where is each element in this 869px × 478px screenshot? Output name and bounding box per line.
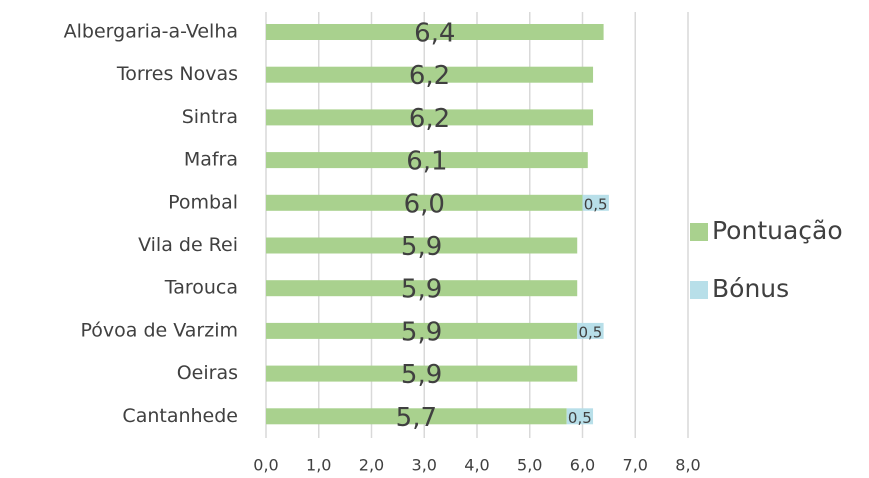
x-tick-label: 2,0 — [359, 456, 384, 475]
data-label: 6,2 — [409, 104, 450, 134]
y-tick-label: Vila de Rei — [138, 234, 238, 256]
y-tick-label: Tarouca — [164, 277, 238, 299]
data-label: 0,5 — [578, 323, 602, 341]
data-label: 5,9 — [401, 275, 442, 305]
data-label: 5,7 — [396, 403, 437, 433]
legend-label: Bónus — [712, 274, 789, 303]
x-tick-label: 4,0 — [464, 456, 489, 475]
bar-segment — [266, 194, 583, 211]
legend-label: Pontuação — [712, 216, 843, 245]
bar-segment — [266, 152, 588, 169]
bar-segment — [582, 194, 609, 211]
bar-segment — [266, 109, 594, 126]
bar-segment — [266, 280, 578, 297]
data-label: 5,9 — [401, 232, 442, 262]
data-label: 5,9 — [401, 317, 442, 347]
bar-segment — [266, 24, 604, 40]
x-tick-label: 1,0 — [306, 456, 331, 475]
data-label: 6,4 — [414, 19, 455, 49]
data-label: 5,9 — [401, 360, 442, 390]
x-tick-label: 5,0 — [517, 456, 542, 475]
bar-segment — [266, 322, 578, 339]
y-tick-label: Pombal — [168, 191, 238, 213]
bar-segment — [566, 408, 594, 425]
bar-segment — [577, 322, 604, 339]
x-tick-label: 8,0 — [675, 456, 700, 475]
bar-segment — [266, 365, 578, 382]
legend-swatch — [690, 223, 708, 241]
x-tick-label: 7,0 — [623, 456, 648, 475]
data-label: 6,2 — [409, 61, 450, 91]
data-label: 6,0 — [404, 189, 445, 219]
x-tick-label: 6,0 — [570, 456, 595, 475]
data-label: 6,1 — [406, 147, 447, 177]
bar-segment — [266, 237, 578, 254]
data-label: 0,5 — [568, 409, 592, 427]
y-tick-label: Torres Novas — [116, 63, 238, 85]
bar-segment — [266, 66, 594, 83]
data-label: 0,5 — [584, 195, 608, 213]
y-tick-label: Mafra — [184, 149, 238, 171]
y-tick-label: Sintra — [182, 106, 238, 128]
x-tick-label: 0,0 — [253, 456, 278, 475]
x-tick-label: 3,0 — [412, 456, 437, 475]
y-tick-label: Albergaria-a-Velha — [64, 21, 238, 43]
legend-swatch — [690, 281, 708, 299]
y-tick-label: Oeiras — [177, 362, 238, 384]
y-tick-label: Póvoa de Varzim — [81, 319, 238, 341]
y-tick-label: Cantanhede — [122, 405, 238, 427]
bar-segment — [266, 408, 567, 425]
